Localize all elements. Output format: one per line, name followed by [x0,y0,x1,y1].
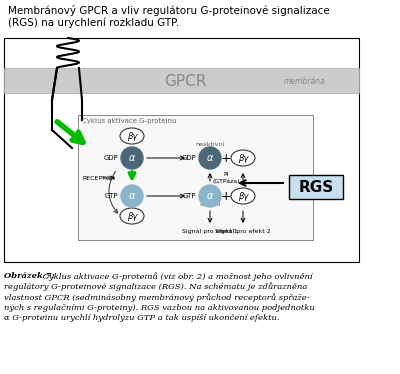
Bar [78,115,313,240]
Circle shape [121,147,143,169]
Text: GDP: GDP [103,155,118,161]
Ellipse shape [231,150,255,166]
Bar [4,68,359,93]
Text: ných s regulačními G-proteiny). RGS vazbou na aktivovanou podjednotku: ných s regulačními G-proteiny). RGS vazb… [4,303,315,312]
Text: +: + [221,151,231,165]
Circle shape [121,185,143,207]
FancyBboxPatch shape [289,175,343,199]
Text: regulátory G-proteinové signalizace (RGS). Na schématu je zdůrazněna: regulátory G-proteinové signalizace (RGS… [4,282,307,291]
Text: Pi
(GTPáza): Pi (GTPáza) [212,172,240,184]
Circle shape [199,147,221,169]
Text: α: α [129,153,135,163]
Text: Cyklus aktivace G-proteinu: Cyklus aktivace G-proteinu [82,118,176,124]
Text: GPCR: GPCR [164,74,206,89]
Text: Obrázek 7:: Obrázek 7: [4,272,55,280]
Text: βγ: βγ [127,132,137,141]
Ellipse shape [120,208,144,224]
Text: α G-proteinu urychlí hydrolýzu GTP a tak uspíší ukončení efektu.: α G-proteinu urychlí hydrolýzu GTP a tak… [4,314,280,322]
Text: aktivní: aktivní [199,202,221,207]
Text: RGS: RGS [298,180,334,194]
Ellipse shape [120,128,144,144]
Text: α: α [207,191,213,201]
Text: GTP: GTP [182,193,196,199]
Text: Cyklus aktivace G-proteinů (viz obr. 2) a možnost jeho ovlivnění: Cyklus aktivace G-proteinů (viz obr. 2) … [40,272,312,281]
Text: Signál pro efekt 1: Signál pro efekt 1 [182,228,238,233]
Circle shape [199,185,221,207]
Text: vlastnost GPCR (sedminásobný membránový průchod receptorů spřaže-: vlastnost GPCR (sedminásobný membránový … [4,293,310,302]
Text: GDP: GDP [181,155,196,161]
Text: membrána: membrána [284,77,326,86]
Text: Membránový GPCR a vliv regulátoru G-proteinové signalizace: Membránový GPCR a vliv regulátoru G-prot… [8,5,330,16]
Text: Signál pro efekt 2: Signál pro efekt 2 [215,228,271,233]
Text: βγ: βγ [238,153,248,162]
Text: RECEPTOR: RECEPTOR [82,175,115,181]
Text: α: α [207,153,213,163]
Text: GTP: GTP [104,193,118,199]
Ellipse shape [231,188,255,204]
Text: α: α [129,191,135,201]
Bar [4,38,359,262]
Text: neaktivní: neaktivní [195,142,225,147]
Text: βγ: βγ [127,212,137,221]
Text: +: + [221,190,231,202]
Text: βγ: βγ [238,191,248,200]
Text: (RGS) na urychlení rozkladu GTP.: (RGS) na urychlení rozkladu GTP. [8,17,179,28]
